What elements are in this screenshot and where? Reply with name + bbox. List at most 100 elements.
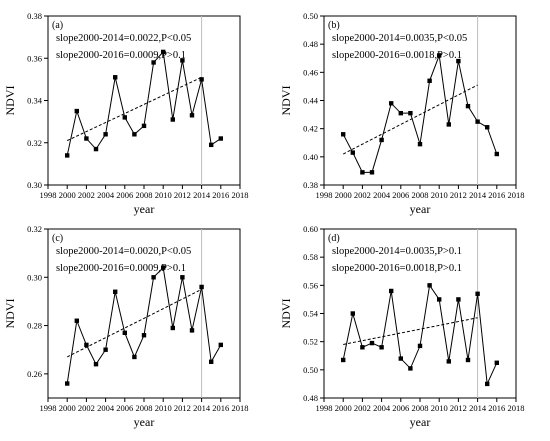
data-point: [93, 362, 99, 367]
data-point: [408, 110, 413, 116]
y-tick-label: 0.50: [303, 365, 318, 375]
x-axis-title: year: [134, 415, 155, 429]
annotation-slope-2014: slope2000-2014=0.0020,P<0.05: [56, 246, 191, 257]
y-axis-title: NDVI: [3, 299, 17, 329]
data-point: [465, 103, 471, 109]
panel-d: 1998 2000 2002 2004 2006 2008 2010 2012 2014 2016…: [279, 224, 525, 429]
x-tick-label: 2018: [508, 190, 525, 200]
data-point: [494, 151, 499, 157]
x-tick-label: 2010: [431, 403, 448, 413]
ndvi-series-line: [342, 284, 498, 386]
x-tick-label: 2010: [155, 403, 172, 413]
x-axis-title: year: [134, 202, 155, 216]
annotation-slope-2016: slope2000-2016=0.0018,P>0.1: [332, 263, 462, 274]
y-tick-label: 0.32: [27, 224, 42, 234]
y-tick-label: 0.42: [303, 124, 318, 134]
data-point: [379, 345, 384, 350]
y-tick-label: 0.56: [303, 280, 318, 290]
x-tick-label: 2012: [450, 190, 467, 200]
data-point: [417, 343, 423, 349]
x-tick-label: 2004: [97, 403, 115, 413]
data-point: [84, 136, 89, 141]
y-tick-label: 0.52: [303, 337, 318, 347]
data-point: [485, 125, 490, 130]
data-point: [389, 288, 394, 294]
panel-label: (c): [52, 233, 63, 244]
ndvi-series-line: [342, 55, 498, 173]
ndvi-series-line: [66, 266, 222, 384]
x-axis-title: year: [410, 202, 431, 216]
data-point: [141, 123, 147, 129]
data-point: [141, 333, 147, 338]
data-point: [189, 113, 195, 118]
annotation-slope-2014: slope2000-2014=0.0035,P>0.1: [332, 246, 462, 257]
y-axis-title: NDVI: [279, 299, 293, 329]
data-point: [341, 132, 346, 137]
x-tick-label: 2010: [155, 190, 172, 200]
y-tick-label: 0.50: [303, 11, 318, 21]
panel-c: 1998 2000 2002 2004 2006 2008 2010 2012 2014 2016…: [3, 224, 249, 429]
x-tick-label: 2012: [174, 403, 191, 413]
data-point: [465, 357, 471, 363]
data-point: [199, 284, 204, 290]
y-axis-title: NDVI: [279, 86, 293, 116]
data-point: [389, 101, 394, 106]
y-tick-label: 0.30: [27, 180, 42, 190]
y-tick-label: 0.38: [303, 180, 318, 190]
data-point: [427, 283, 432, 288]
x-tick-label: 1998: [316, 403, 333, 413]
data-point: [437, 53, 442, 58]
data-point: [398, 110, 403, 116]
x-ticks: 1998 2000 2002 2004 2006 2008 2010 2012 2014 2016…: [316, 185, 525, 200]
y-tick-label: 0.28: [27, 321, 42, 331]
data-point: [113, 75, 118, 80]
trend-line: [343, 317, 478, 345]
panel-a: 1998 2000 2002 2004 2006 2008 2010 2012 2014 2016…: [3, 11, 249, 216]
x-tick-label: 2004: [97, 190, 115, 200]
data-point: [161, 265, 166, 270]
y-tick-label: 0.48: [303, 39, 318, 49]
panel-b: 1998 2000 2002 2004 2006 2008 2010 2012 2014 2016…: [279, 11, 525, 216]
x-tick-label: 1998: [40, 403, 57, 413]
data-point: [132, 132, 137, 137]
data-point: [398, 356, 403, 361]
y-tick-label: 0.60: [303, 224, 318, 234]
y-tick-label: 0.36: [27, 53, 42, 63]
annotation-slope-2016: slope2000-2016=0.0009,P>0.1: [56, 50, 186, 61]
data-point: [161, 49, 166, 55]
data-point: [417, 141, 423, 147]
data-point: [84, 342, 89, 348]
data-point: [360, 345, 365, 350]
y-ticks: 0.30 0.32 0.34 0.36 0.38: [27, 11, 48, 190]
data-point: [199, 77, 204, 82]
data-point: [103, 132, 108, 137]
x-tick-label: 2008: [412, 190, 429, 200]
data-point: [189, 328, 195, 333]
x-tick-label: 2000: [59, 190, 76, 200]
data-point: [113, 289, 118, 294]
data-point: [122, 330, 127, 336]
x-ticks: 1998 2000 2002 2004 2006 2008 2010 2012 2014 2016…: [316, 398, 525, 413]
data-point: [408, 366, 413, 371]
trend-line: [66, 76, 202, 142]
data-point: [103, 347, 108, 352]
x-tick-label: 2002: [354, 403, 371, 413]
annotation-slope-2016: slope2000-2016=0.0018,P>0.1: [332, 50, 462, 61]
x-tick-label: 2002: [78, 403, 95, 413]
ndvi-markers: [65, 265, 223, 386]
x-tick-label: 2018: [508, 403, 525, 413]
x-tick-label: 2008: [136, 190, 153, 200]
x-tick-label: 2006: [392, 190, 409, 200]
data-point: [65, 153, 70, 158]
x-tick-label: 2016: [212, 403, 229, 413]
y-tick-label: 0.46: [303, 67, 318, 77]
data-point: [180, 275, 185, 280]
data-point: [122, 115, 127, 120]
y-tick-label: 0.34: [27, 96, 43, 106]
y-tick-label: 0.40: [303, 152, 318, 162]
y-tick-label: 0.48: [303, 393, 318, 403]
data-point: [494, 360, 499, 365]
y-ticks: 0.38 0.40 0.42 0.44 0.46 0.48 0.50: [303, 11, 324, 190]
y-ticks: 0.26 0.28 0.30 0.32: [27, 224, 48, 379]
